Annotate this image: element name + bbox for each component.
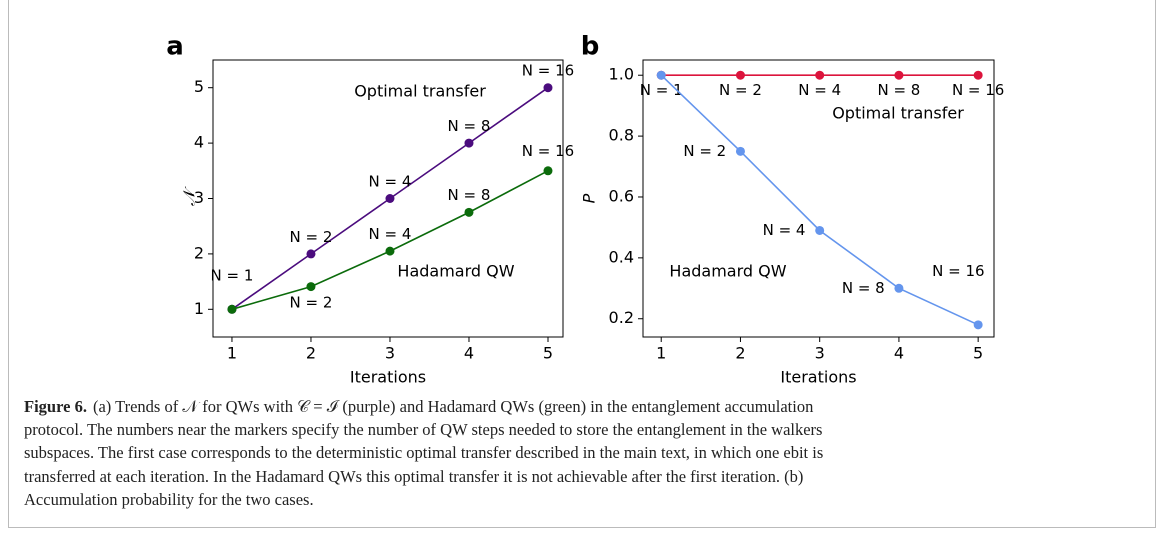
data-point [894, 70, 904, 80]
series-name: Optimal transfer [354, 82, 486, 101]
data-point [543, 83, 553, 93]
caption-text: (a) Trends of 𝒩 for QWs with 𝒞 = ℐ (purp… [92, 397, 814, 416]
data-point [543, 166, 553, 176]
point-label: N = 16 [522, 142, 574, 160]
caption-line: Figure 6. (a) Trends of 𝒩 for QWs with 𝒞 … [24, 395, 1149, 418]
y-tick-label: 4 [194, 133, 204, 152]
y-tick-label: 3 [194, 188, 204, 207]
x-tick-label: 2 [735, 344, 745, 363]
point-label: N = 2 [683, 142, 726, 160]
panel-label: a [166, 32, 184, 62]
point-label: N = 8 [877, 81, 920, 99]
x-tick-label: 4 [894, 344, 904, 363]
data-point [464, 138, 474, 148]
point-label: N = 1 [211, 267, 254, 285]
data-point [464, 207, 474, 217]
point-label: N = 16 [522, 62, 574, 80]
figure-frame [8, 0, 1156, 528]
caption-line: Accumulation probability for the two cas… [24, 488, 1149, 511]
point-label: N = 16 [952, 81, 1004, 99]
y-tick-label: 0.6 [609, 186, 634, 205]
y-tick-label: 0.2 [609, 308, 634, 327]
point-label: N = 4 [798, 81, 841, 99]
x-tick-label: 4 [464, 344, 474, 363]
caption-text: protocol. The numbers near the markers s… [24, 420, 823, 440]
data-point [306, 249, 316, 259]
x-tick-label: 3 [385, 344, 395, 363]
caption-line: subspaces. The first case corresponds to… [24, 441, 1149, 464]
data-point [735, 146, 745, 156]
x-tick-label: 5 [543, 344, 553, 363]
y-tick-label: 2 [194, 243, 204, 262]
x-tick-label: 1 [227, 344, 237, 363]
x-tick-label: 3 [815, 344, 825, 363]
caption-text: Accumulation probability for the two cas… [24, 489, 314, 509]
point-label: N = 2 [290, 228, 333, 246]
data-point [815, 225, 825, 235]
y-tick-label: 5 [194, 77, 204, 96]
panel-label: b [581, 32, 600, 62]
series-name: Hadamard QW [397, 262, 514, 281]
y-tick-label: 1.0 [609, 65, 634, 84]
x-tick-label: 1 [656, 344, 666, 363]
caption-line: transferred at each iteration. In the Ha… [24, 465, 1149, 488]
y-axis-label: P [580, 193, 599, 203]
caption-line: protocol. The numbers near the markers s… [24, 418, 1149, 441]
data-point [385, 246, 395, 256]
data-point [306, 282, 316, 292]
x-axis-label: Iterations [780, 368, 856, 387]
data-point [973, 320, 983, 330]
caption-text: subspaces. The first case corresponds to… [24, 443, 824, 463]
series-name: Optimal transfer [832, 104, 964, 123]
point-label: N = 8 [448, 117, 491, 135]
data-point [973, 70, 983, 80]
point-label: N = 16 [932, 262, 984, 280]
caption: Figure 6. (a) Trends of 𝒩 for QWs with 𝒞 … [24, 395, 1149, 511]
point-label: N = 2 [290, 294, 333, 312]
point-label: N = 4 [763, 221, 806, 239]
x-tick-label: 2 [306, 344, 316, 363]
x-axis-label: Iterations [350, 368, 426, 387]
series-name: Hadamard QW [669, 262, 786, 281]
data-point [894, 283, 904, 293]
data-point [385, 194, 395, 203]
point-label: N = 4 [369, 172, 412, 190]
data-point [227, 304, 237, 314]
y-tick-label: 0.8 [609, 126, 634, 145]
y-tick-label: 1 [194, 299, 204, 318]
caption-label: Figure 6. [24, 397, 87, 416]
point-label: N = 8 [842, 279, 885, 297]
data-point [656, 70, 666, 80]
data-point [735, 70, 745, 80]
point-label: N = 8 [448, 186, 491, 204]
plot-frame [642, 59, 995, 338]
point-label: N = 2 [719, 81, 762, 99]
y-axis-label: 𝒩 [180, 186, 199, 206]
caption-text: transferred at each iteration. In the Ha… [24, 466, 804, 486]
x-tick-label: 5 [973, 344, 983, 363]
figure: 1 2 3 4 5 1 2 3 4 5 Iterations 𝒩a Optimal transfer N … [166, 32, 1004, 387]
data-point [815, 70, 825, 80]
point-label: N = 4 [369, 225, 412, 243]
y-tick-label: 0.4 [609, 247, 634, 266]
